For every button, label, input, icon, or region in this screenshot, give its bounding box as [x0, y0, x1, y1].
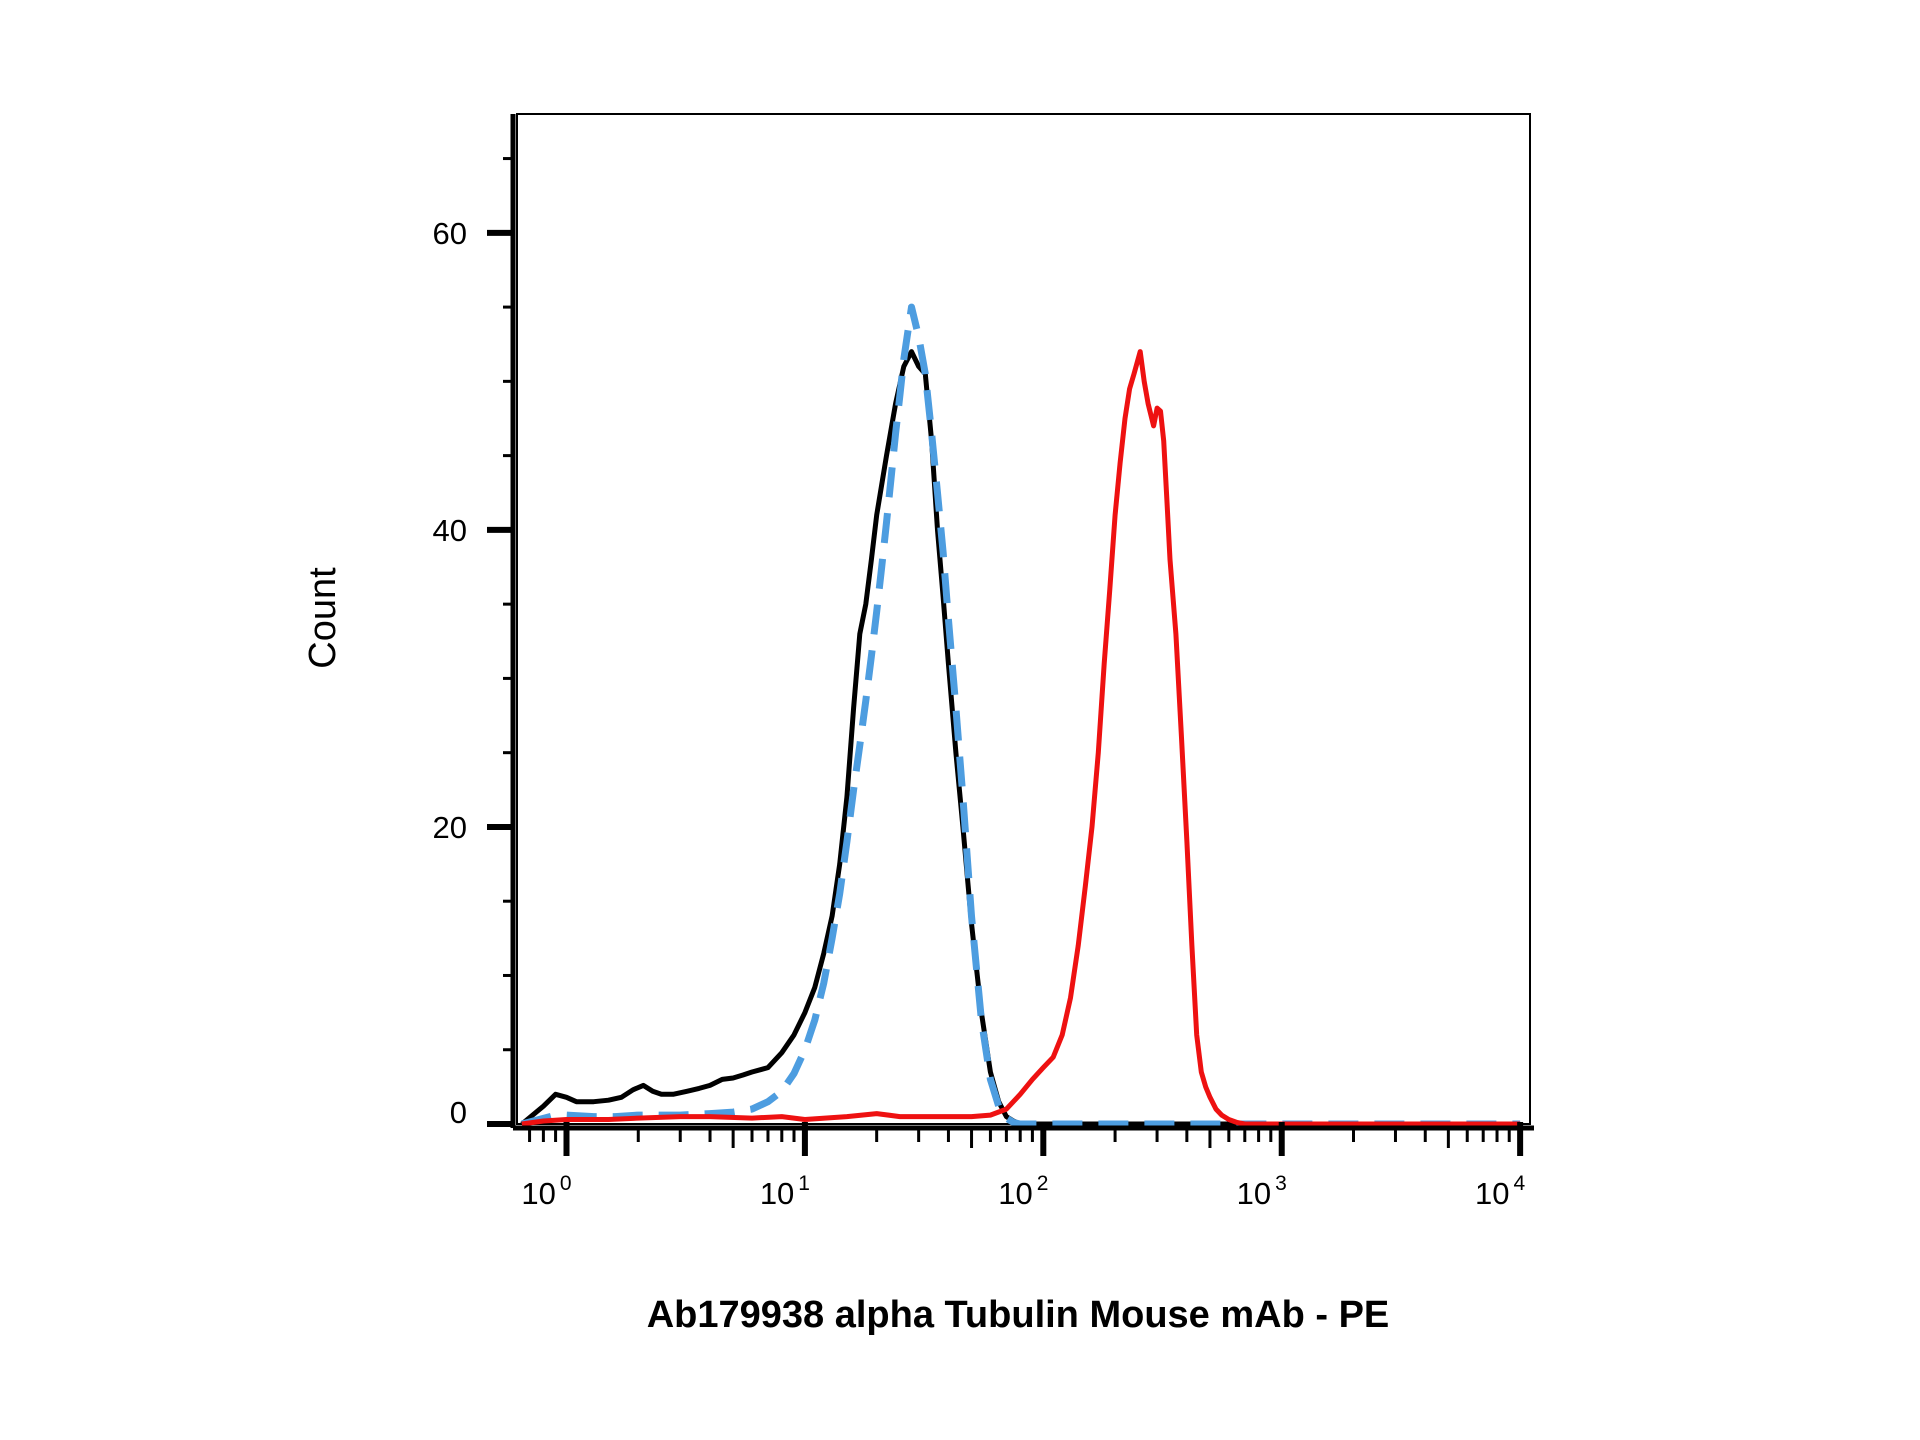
y-tick-label: 40 — [433, 513, 467, 548]
y-tick-label: 0 — [450, 1095, 467, 1130]
y-tick-label: 20 — [433, 810, 467, 845]
x-tick-label: 10 1 — [760, 1172, 810, 1211]
series-line-3 — [521, 349, 1521, 1127]
x-axis-title: Ab179938 alpha Tubulin Mouse mAb - PE — [647, 1294, 1390, 1336]
x-tick-label: 10 4 — [1475, 1172, 1525, 1211]
x-tick-label: 10 0 — [521, 1172, 571, 1211]
series-line-2 — [521, 303, 1521, 1128]
series-line-1 — [520, 349, 1521, 1127]
y-axis-title: Count — [302, 567, 344, 669]
x-tick-label: 10 3 — [1237, 1172, 1287, 1211]
x-tick-label: 10 2 — [998, 1172, 1048, 1211]
y-tick-label: 60 — [433, 216, 467, 251]
